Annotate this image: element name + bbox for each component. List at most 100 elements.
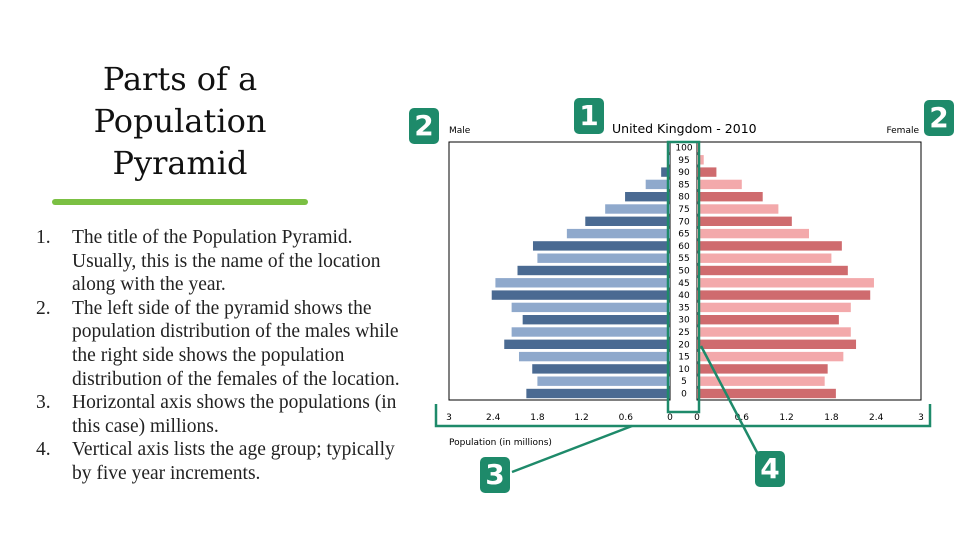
age-label: 35 [678, 303, 689, 313]
list-number: 2. [36, 297, 51, 319]
age-label: 85 [678, 180, 689, 190]
female-bar-age-85 [697, 179, 742, 190]
slide-title-line: Population [93, 102, 267, 140]
x-tick-label-left: 1.8 [530, 413, 545, 423]
male-bar-age-55 [537, 253, 670, 263]
age-label: 30 [678, 316, 690, 326]
male-bar-age-20 [504, 339, 670, 349]
age-label: 15 [678, 353, 689, 363]
female-bar-age-40 [697, 290, 871, 300]
male-bar-age-45 [495, 278, 670, 288]
annotation-badge-horizontal-axis: 3 [480, 457, 510, 493]
male-bar-age-40 [491, 290, 670, 300]
x-tick-label-right: 1.8 [824, 413, 839, 423]
age-label: 5 [681, 377, 687, 387]
age-label: 70 [678, 217, 690, 227]
x-tick-label-right: 0.6 [735, 413, 750, 423]
male-bar-age-65 [566, 228, 670, 239]
age-label: 45 [678, 279, 689, 289]
female-bar-age-70 [697, 216, 792, 226]
female-bar-age-25 [697, 327, 851, 337]
age-label: 95 [678, 156, 689, 166]
x-tick-label-right: 0 [694, 413, 700, 423]
female-bar-age-100 [697, 142, 698, 153]
female-bar-age-20 [697, 339, 857, 349]
x-tick-label-right: 2.4 [869, 413, 884, 423]
list-text: The title of the Population Pyramid. Usu… [72, 227, 381, 296]
callout-line-3 [511, 424, 633, 474]
female-bar-age-55 [697, 253, 832, 263]
x-axis-label: Population (in millions) [449, 438, 552, 448]
male-bar-age-10 [532, 364, 670, 374]
female-side-label: Female [886, 126, 919, 136]
male-bar-age-60 [532, 241, 670, 251]
vertical-axis-highlight [666, 140, 701, 414]
list-text: Vertical axis lists the age group; typic… [72, 439, 395, 484]
female-bar-age-15 [697, 351, 844, 362]
list-number: 3. [36, 392, 51, 414]
male-bar-age-35 [511, 302, 670, 313]
list-text: Horizontal axis shows the populations (i… [72, 392, 397, 437]
male-bar-age-85 [645, 179, 670, 190]
female-bar-age-35 [697, 302, 851, 313]
chart-title: United Kingdom - 2010 [612, 121, 757, 136]
male-bar-age-80 [625, 192, 670, 202]
explanation-list: 1. The title of the Population Pyramid. U… [36, 226, 406, 486]
male-bar-age-0 [526, 388, 670, 399]
female-bar-age-80 [697, 192, 763, 202]
annotation-badge-vertical-axis: 4 [755, 451, 785, 487]
male-bar-age-5 [537, 376, 670, 386]
male-side-label: Male [449, 126, 471, 136]
slide-title-line: Parts of a [102, 60, 258, 98]
male-bar-age-15 [518, 351, 670, 362]
list-item: 2. The left side of the pyramid shows the… [36, 297, 406, 391]
female-bar-age-5 [697, 376, 825, 386]
x-tick-label-left: 2.4 [486, 413, 501, 423]
annotation-badge-female-side: 2 [924, 100, 954, 136]
x-tick-label-left: 1.2 [574, 413, 588, 423]
list-item: 1. The title of the Population Pyramid. U… [36, 226, 406, 297]
slide-title: Parts of a Population Pyramid [60, 58, 300, 184]
age-label: 65 [678, 230, 689, 240]
female-bar-age-10 [697, 364, 828, 374]
age-label: 100 [675, 144, 692, 154]
callout-line-4 [699, 345, 762, 459]
male-bar-age-30 [522, 315, 670, 325]
age-label: 75 [678, 205, 689, 215]
list-number: 1. [36, 227, 51, 248]
age-label: 50 [678, 267, 690, 277]
annotation-badge-male-side: 2 [409, 108, 439, 144]
male-bar-age-25 [511, 327, 670, 337]
list-item: 4. Vertical axis lists the age group; typ… [36, 438, 406, 485]
female-bar-age-60 [697, 241, 842, 251]
title-underline [52, 199, 308, 205]
female-bar-age-75 [697, 204, 779, 214]
male-bar-age-50 [517, 265, 670, 276]
x-tick-label-left: 0 [667, 413, 673, 423]
list-text: The left side of the pyramid shows the p… [72, 297, 400, 390]
age-labels-group: 0 5 10 15 20 25 30 35 40 45 50 55 60 65 70 75 80 85 90 95 10… [675, 144, 692, 400]
age-label: 20 [678, 340, 690, 350]
male-bar-age-90 [661, 167, 670, 177]
male-bar-age-75 [605, 204, 670, 214]
x-tick-label-left: 0.6 [619, 413, 634, 423]
annotation-badge-title: 1 [574, 98, 604, 134]
x-tick-label-right: 3 [918, 413, 924, 423]
age-label: 25 [678, 328, 689, 338]
age-label: 60 [678, 242, 690, 252]
age-label: 40 [678, 291, 690, 301]
list-item: 3. Horizontal axis shows the populations … [36, 391, 406, 438]
bars-group [491, 142, 874, 399]
female-bar-age-65 [697, 228, 809, 239]
x-ticks-group: 3 0 2.4 0.6 1.8 1.2 1.2 1.8 0.6 2.4 0 3 [446, 413, 924, 423]
age-label: 55 [678, 254, 689, 264]
female-bar-age-45 [697, 278, 874, 288]
x-tick-label-right: 1.2 [779, 413, 793, 423]
female-bar-age-90 [697, 167, 717, 177]
age-label: 0 [681, 390, 687, 400]
horizontal-axis-bracket [434, 404, 932, 428]
list-number: 4. [36, 439, 51, 461]
female-bar-age-50 [697, 265, 848, 276]
male-bar-age-70 [585, 216, 670, 226]
